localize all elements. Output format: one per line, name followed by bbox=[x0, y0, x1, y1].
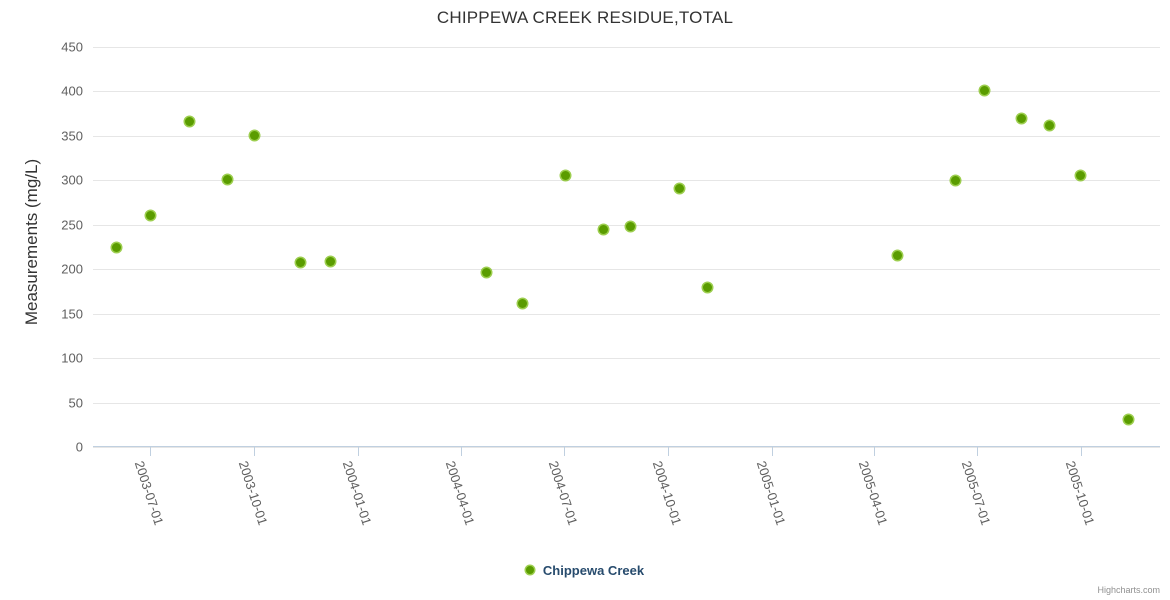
gridline bbox=[93, 402, 1160, 404]
data-point[interactable] bbox=[184, 117, 194, 127]
legend-item-label: Chippewa Creek bbox=[542, 563, 645, 579]
y-axis-tick-label: 0 bbox=[75, 439, 83, 455]
x-axis-tick-label: 2003-10-01 bbox=[235, 459, 271, 527]
x-axis-line bbox=[93, 446, 1160, 447]
data-point[interactable] bbox=[518, 298, 528, 308]
y-axis-tick-label: 50 bbox=[68, 395, 83, 411]
data-point[interactable] bbox=[112, 242, 122, 252]
data-point[interactable] bbox=[892, 250, 902, 260]
gridline bbox=[93, 47, 1160, 48]
data-point[interactable] bbox=[295, 257, 305, 267]
x-axis-tick bbox=[253, 447, 255, 456]
data-point[interactable] bbox=[146, 210, 156, 220]
x-axis-tick bbox=[771, 447, 773, 456]
data-point[interactable] bbox=[1044, 120, 1054, 130]
credits-link[interactable]: Highcharts.com bbox=[1097, 585, 1160, 595]
y-axis-tick-label: 250 bbox=[61, 217, 83, 233]
data-point[interactable] bbox=[950, 175, 960, 185]
gridline bbox=[93, 269, 1160, 271]
data-point[interactable] bbox=[482, 268, 492, 278]
y-axis-tick-label: 400 bbox=[61, 83, 83, 99]
y-axis-tick-label: 350 bbox=[61, 128, 83, 144]
x-axis-tick-label: 2005-04-01 bbox=[855, 459, 891, 527]
data-point[interactable] bbox=[674, 183, 684, 193]
data-point[interactable] bbox=[1017, 113, 1027, 123]
x-axis-tick bbox=[460, 447, 462, 456]
data-point[interactable] bbox=[223, 174, 233, 184]
data-point[interactable] bbox=[1076, 170, 1086, 180]
x-axis-tick bbox=[563, 447, 565, 456]
data-point[interactable] bbox=[561, 171, 571, 181]
y-axis-labels: 0 50 100 150 200 250 300 350 400 450 bbox=[0, 0, 83, 600]
gridline bbox=[93, 135, 1160, 137]
y-axis-tick-label: 100 bbox=[61, 350, 83, 366]
data-point[interactable] bbox=[980, 86, 990, 96]
gridline bbox=[93, 313, 1160, 315]
gridline bbox=[93, 180, 1160, 182]
x-axis-tick-label: 2004-10-01 bbox=[649, 459, 685, 527]
chart-legend: Chippewa Creek bbox=[0, 562, 1170, 578]
plot-area bbox=[93, 47, 1160, 448]
y-axis-tick-label: 300 bbox=[61, 172, 83, 188]
gridline bbox=[93, 447, 1160, 448]
data-point[interactable] bbox=[1123, 414, 1133, 424]
x-axis-tick-label: 2004-04-01 bbox=[442, 459, 478, 527]
x-axis-tick bbox=[357, 447, 359, 456]
gridline bbox=[93, 358, 1160, 360]
x-axis-tick-label: 2004-07-01 bbox=[545, 459, 581, 527]
y-axis-tick-label: 450 bbox=[61, 39, 83, 55]
y-axis-tick-label: 200 bbox=[61, 261, 83, 277]
data-point[interactable] bbox=[598, 224, 608, 234]
y-axis-tick-label: 150 bbox=[61, 306, 83, 322]
x-axis-tick-label: 2005-10-01 bbox=[1062, 459, 1098, 527]
x-axis-tick bbox=[667, 447, 669, 456]
legend-item-chippewa-creek[interactable]: Chippewa Creek bbox=[525, 562, 645, 579]
gridline bbox=[93, 91, 1160, 93]
x-axis-tick-label: 2005-01-01 bbox=[753, 459, 789, 527]
x-axis-tick bbox=[873, 447, 875, 456]
x-axis-tick-label: 2004-01-01 bbox=[339, 459, 375, 527]
x-axis-tick-label: 2003-07-01 bbox=[131, 459, 167, 527]
chart-title: CHIPPEWA CREEK RESIDUE,TOTAL bbox=[436, 8, 734, 27]
data-point[interactable] bbox=[326, 256, 336, 266]
x-axis-tick-label: 2005-07-01 bbox=[958, 459, 994, 527]
x-axis-tick bbox=[149, 447, 151, 456]
x-axis-tick bbox=[1080, 447, 1082, 456]
data-point[interactable] bbox=[702, 282, 712, 292]
data-point[interactable] bbox=[625, 222, 635, 232]
data-point[interactable] bbox=[250, 131, 260, 141]
legend-marker-icon bbox=[525, 565, 534, 574]
x-axis-tick bbox=[976, 447, 978, 456]
